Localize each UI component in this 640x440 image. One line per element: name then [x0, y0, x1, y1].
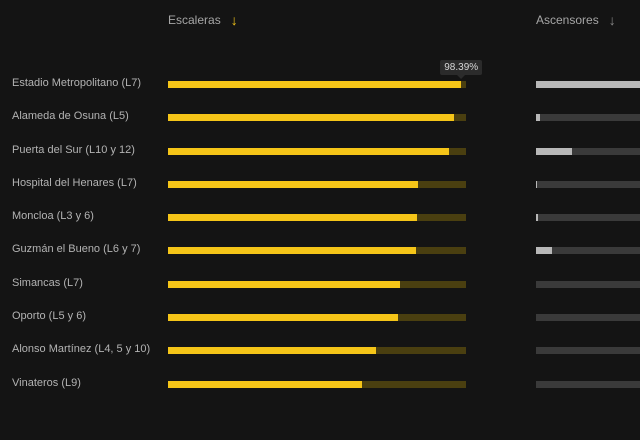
escaleras-bar-fill	[168, 81, 462, 88]
escaleras-bar-track[interactable]	[168, 81, 466, 88]
ascensores-bar-track[interactable]	[536, 247, 640, 255]
escaleras-bar-track[interactable]	[168, 247, 466, 255]
escaleras-bar-fill	[168, 314, 399, 322]
station-row: Simancas (L7)	[0, 277, 640, 317]
station-row: Alameda de Osuna (L5)	[0, 110, 640, 150]
escaleras-bar-fill	[168, 380, 362, 388]
escaleras-bar-fill	[168, 347, 376, 355]
escaleras-bar-track[interactable]	[168, 314, 466, 322]
station-name: Oporto (L5 y 6)	[12, 310, 86, 323]
station-row: Estadio Metropolitano (L7) 98.39%	[0, 60, 640, 117]
ascensores-bar-fill	[536, 180, 538, 188]
station-row: Vinateros (L9)	[0, 377, 640, 417]
escaleras-bar-track[interactable]	[168, 114, 466, 122]
escaleras-bar-fill	[168, 280, 401, 288]
ascensores-bar-track[interactable]	[536, 280, 640, 288]
station-name: Vinateros (L9)	[12, 376, 81, 389]
ascensores-bar-track[interactable]	[536, 314, 640, 322]
escaleras-bar-fill	[168, 114, 455, 122]
ascensores-bar-track[interactable]	[536, 180, 640, 188]
ascensores-bar-fill	[536, 247, 552, 255]
station-name: Moncloa (L3 y 6)	[12, 210, 94, 223]
ascensores-bar-fill	[536, 147, 573, 155]
ascensores-bar-track[interactable]	[536, 214, 640, 222]
station-name: Guzmán el Bueno (L6 y 7)	[12, 243, 141, 256]
station-row: Guzmán el Bueno (L6 y 7)	[0, 243, 640, 283]
escaleras-bar-fill	[168, 180, 419, 188]
station-row: Alonso Martínez (L4, 5 y 10)	[0, 343, 640, 383]
ascensores-header-label: Ascensores	[536, 13, 599, 27]
sort-down-arrow-icon[interactable]: ↓	[608, 12, 616, 28]
escaleras-bar-fill	[168, 247, 417, 255]
ascensores-bar-track[interactable]	[536, 147, 640, 155]
ascensores-bar-fill	[536, 214, 539, 222]
ascensores-bar-fill	[536, 114, 541, 122]
sort-down-arrow-icon[interactable]: ↓	[230, 12, 238, 28]
value-tooltip: 98.39%	[440, 60, 483, 79]
escaleras-bar-track[interactable]	[168, 180, 466, 188]
station-row: Puerta del Sur (L10 y 12)	[0, 144, 640, 184]
escaleras-header-label: Escaleras	[168, 13, 221, 27]
station-row: Moncloa (L3 y 6)	[0, 210, 640, 250]
station-name: Alameda de Osuna (L5)	[12, 110, 129, 123]
station-row: Hospital del Henares (L7)	[0, 177, 640, 217]
ascensores-bar-track[interactable]	[536, 380, 640, 388]
escaleras-bar-track[interactable]	[168, 347, 466, 355]
escaleras-bar-track[interactable]	[168, 147, 466, 155]
station-rows: Estadio Metropolitano (L7) 98.39% Alameda …	[0, 60, 640, 417]
station-name: Simancas (L7)	[12, 276, 83, 289]
station-name: Hospital del Henares (L7)	[12, 176, 137, 189]
station-name: Puerta del Sur (L10 y 12)	[12, 143, 135, 156]
ascensores-bar-fill	[536, 81, 640, 88]
escaleras-bar-track[interactable]	[168, 214, 466, 222]
station-row: Oporto (L5 y 6)	[0, 310, 640, 350]
ascensores-bar-track[interactable]	[536, 114, 640, 122]
escaleras-bar-fill	[168, 214, 418, 222]
escaleras-sort-header[interactable]: Escaleras ↓	[168, 12, 238, 28]
station-name: Alonso Martínez (L4, 5 y 10)	[12, 343, 151, 356]
ascensores-bar-track[interactable]	[536, 81, 640, 88]
escaleras-bar-track[interactable]	[168, 380, 466, 388]
ascensores-bar-track[interactable]	[536, 347, 640, 355]
escaleras-bar-track[interactable]	[168, 280, 466, 288]
station-name: Estadio Metropolitano (L7)	[12, 77, 142, 89]
ascensores-sort-header[interactable]: Ascensores ↓	[536, 12, 616, 28]
escaleras-bar-fill	[168, 147, 449, 155]
